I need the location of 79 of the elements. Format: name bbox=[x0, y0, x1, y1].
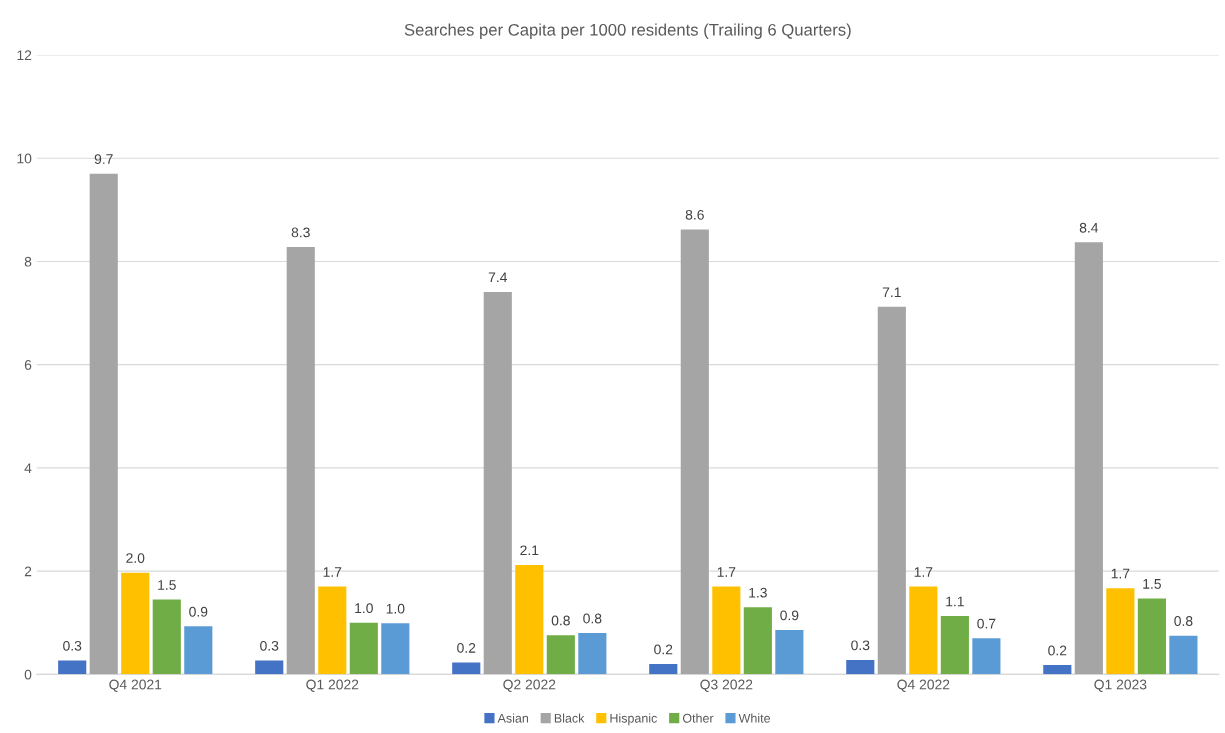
bar bbox=[940, 616, 969, 675]
bar bbox=[1043, 665, 1072, 675]
bar bbox=[712, 586, 741, 675]
x-tick-label: Q2 2022 bbox=[503, 679, 556, 692]
legend-label: Other bbox=[682, 713, 714, 723]
bar bbox=[349, 622, 378, 675]
data-label: 1.5 bbox=[158, 580, 176, 590]
bar bbox=[578, 633, 607, 675]
y-tick-label: 4 bbox=[24, 463, 32, 473]
data-label: 1.5 bbox=[1143, 579, 1161, 589]
bar bbox=[452, 662, 481, 675]
bar bbox=[515, 564, 544, 675]
x-tick-label: Q4 2022 bbox=[897, 679, 950, 692]
legend-label: Asian bbox=[497, 713, 529, 723]
data-label: 8.4 bbox=[1079, 222, 1099, 233]
bar bbox=[121, 572, 150, 675]
y-tick-label: 8 bbox=[24, 256, 32, 267]
x-tick-label: Q1 2023 bbox=[1094, 679, 1147, 692]
bar bbox=[483, 291, 512, 675]
bar bbox=[909, 586, 938, 675]
x-tick-label: Q3 2022 bbox=[700, 679, 753, 692]
data-label: 0.8 bbox=[583, 613, 602, 624]
bar bbox=[184, 626, 213, 675]
bar bbox=[877, 306, 906, 675]
bar bbox=[1137, 598, 1166, 675]
x-tick-label: Q4 2021 bbox=[109, 679, 162, 692]
data-label: 1.7 bbox=[1111, 568, 1130, 579]
y-tick-label: 0 bbox=[24, 669, 32, 680]
y-tick-label: 6 bbox=[24, 360, 32, 370]
data-label: 1.0 bbox=[355, 603, 373, 614]
bar bbox=[1169, 635, 1198, 675]
data-label: 0.3 bbox=[63, 640, 82, 651]
data-label: 2.1 bbox=[520, 545, 539, 556]
data-label: 1.7 bbox=[717, 567, 736, 577]
bar bbox=[1106, 588, 1135, 675]
data-label: 7.1 bbox=[882, 287, 901, 298]
bar bbox=[775, 629, 804, 675]
bar bbox=[318, 586, 347, 675]
data-label: 1.7 bbox=[323, 567, 342, 577]
bar bbox=[546, 635, 575, 675]
bar bbox=[743, 607, 772, 675]
legend-label: White bbox=[738, 713, 770, 723]
bar bbox=[972, 638, 1001, 675]
y-tick-label: 2 bbox=[24, 566, 32, 577]
data-label: 0.8 bbox=[1174, 616, 1193, 626]
data-label: 8.6 bbox=[685, 209, 704, 220]
bar bbox=[846, 659, 875, 675]
bar bbox=[680, 229, 709, 675]
data-label: 1.3 bbox=[749, 587, 767, 598]
legend-label: Hispanic bbox=[610, 713, 658, 726]
data-label: 9.7 bbox=[94, 154, 113, 164]
bar bbox=[1074, 242, 1103, 675]
data-label: 0.2 bbox=[654, 644, 673, 655]
data-label: 1.1 bbox=[946, 596, 964, 607]
legend-label: Black bbox=[554, 713, 585, 723]
data-label: 7.4 bbox=[488, 272, 508, 283]
y-tick-label: 12 bbox=[17, 50, 32, 61]
data-label: 1.7 bbox=[914, 567, 933, 577]
data-label: 0.9 bbox=[189, 606, 208, 617]
bar bbox=[381, 623, 410, 675]
bar bbox=[89, 173, 118, 675]
data-label: 0.2 bbox=[1048, 645, 1067, 656]
data-label: 0.9 bbox=[780, 610, 799, 621]
bar bbox=[58, 660, 87, 675]
data-label: 0.3 bbox=[851, 640, 870, 651]
data-label: 0.3 bbox=[260, 640, 279, 651]
data-label: 0.7 bbox=[977, 618, 996, 629]
data-label: 2.0 bbox=[126, 553, 145, 563]
data-label: 8.3 bbox=[291, 227, 310, 238]
data-label: 0.2 bbox=[457, 642, 476, 653]
y-tick-label: 10 bbox=[17, 153, 32, 164]
chart-title: Searches per Capita per 1000 residents (Trailing 6 Quarters) bbox=[404, 23, 851, 39]
data-label: 1.0 bbox=[386, 603, 405, 614]
bar bbox=[152, 599, 181, 675]
data-label: 0.8 bbox=[551, 615, 570, 626]
bar bbox=[286, 246, 315, 675]
x-tick-label: Q1 2022 bbox=[306, 679, 359, 692]
bar bbox=[255, 660, 284, 675]
bar bbox=[649, 664, 678, 675]
